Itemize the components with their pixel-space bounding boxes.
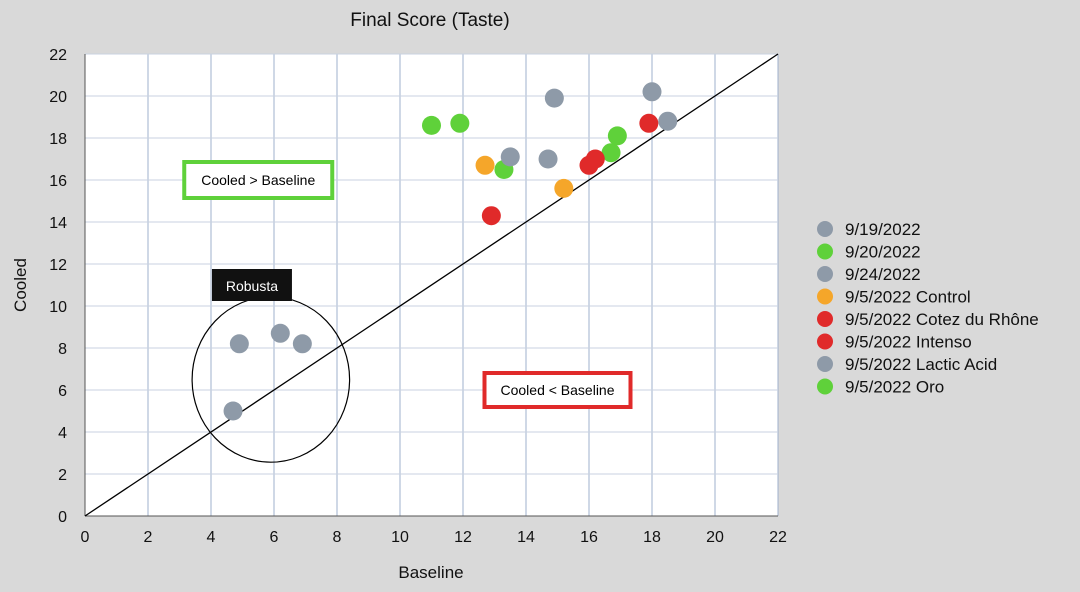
data-point [422,115,441,135]
annotations: Cooled > Baseline Cooled < Baseline Robust… [182,160,633,409]
data-point [270,323,290,343]
x-tick-label: 16 [580,529,598,546]
data-point [607,126,627,146]
x-tick-label: 22 [769,529,787,546]
legend-label: 9/5/2022 Lactic Acid [845,355,997,374]
legend-marker [817,333,833,350]
legend-label: 9/5/2022 Cotez du Rhône [845,310,1039,329]
data-point [642,82,662,102]
legend-label: 9/24/2022 [845,265,921,284]
y-tick-label: 22 [49,47,67,64]
legend-label: 9/5/2022 Intenso [845,333,972,352]
legend-marker [817,221,833,237]
x-tick-label: 0 [81,529,90,546]
data-point [585,149,605,169]
y-axis-title: Cooled [11,258,30,312]
y-tick-label: 18 [49,131,67,148]
reference-line-layer [84,53,779,517]
legend-marker [817,243,833,260]
x-tick-label: 12 [454,529,472,546]
legend-marker [817,356,833,372]
legend-label: 9/20/2022 [845,243,921,262]
legend-label: 9/19/2022 [845,220,921,239]
data-point [639,113,659,133]
data-point [292,334,312,354]
y-tick-label: 12 [49,257,67,274]
data-point [223,401,243,421]
data-point [658,111,678,131]
grid [84,53,779,517]
data-point [601,143,621,163]
y-tick-label: 6 [58,383,67,400]
y-tick-label: 2 [58,467,67,484]
y-tick-label: 14 [49,215,67,232]
y-tick-label: 8 [58,341,67,358]
annotation-box [182,160,335,200]
data-point [554,178,574,198]
x-tick-label: 2 [144,529,153,546]
data-point [475,155,495,175]
x-tick-label: 4 [207,529,216,546]
tick-labels: 0 2 4 6 8 10 12 14 16 18 20 22 0 2 4 6 8 10 12 14 16 18 20 22 [49,47,787,546]
y-tick-label: 20 [49,89,67,106]
x-tick-label: 8 [333,529,342,546]
data-point [538,149,558,169]
y-tick-label: 0 [58,509,67,526]
chart-title: Final Score (Taste) [350,10,509,31]
annotation-box [482,371,633,409]
robusta-label: Robusta [226,278,278,294]
data-point [229,334,249,354]
legend-marker [817,266,833,282]
annotation-label: Cooled < Baseline [500,382,614,398]
legend-marker [817,378,833,395]
data-point [500,147,520,167]
data-point [450,113,470,133]
y-tick-label: 10 [49,299,67,316]
robusta-label-box [211,269,292,301]
x-tick-label: 20 [706,529,724,546]
legend-marker [817,311,833,327]
legend-label: 9/5/2022 Control [845,288,971,307]
x-axis-title: Baseline [398,563,463,582]
y-tick-label: 16 [49,173,67,190]
data-point [544,88,564,108]
x-tick-label: 18 [643,529,661,546]
reference-line [84,53,779,517]
x-tick-label: 10 [391,529,409,546]
x-tick-label: 14 [517,529,535,546]
y-tick-label: 4 [58,425,67,442]
data-points [223,82,678,421]
legend: 9/19/2022 9/20/2022 9/24/2022 9/5/2022 Cont… [817,220,1039,397]
data-point [481,206,501,226]
legend-label: 9/5/2022 Oro [845,378,944,397]
x-tick-label: 6 [270,529,279,546]
annotation-label: Cooled > Baseline [201,172,315,188]
legend-marker [817,288,833,305]
